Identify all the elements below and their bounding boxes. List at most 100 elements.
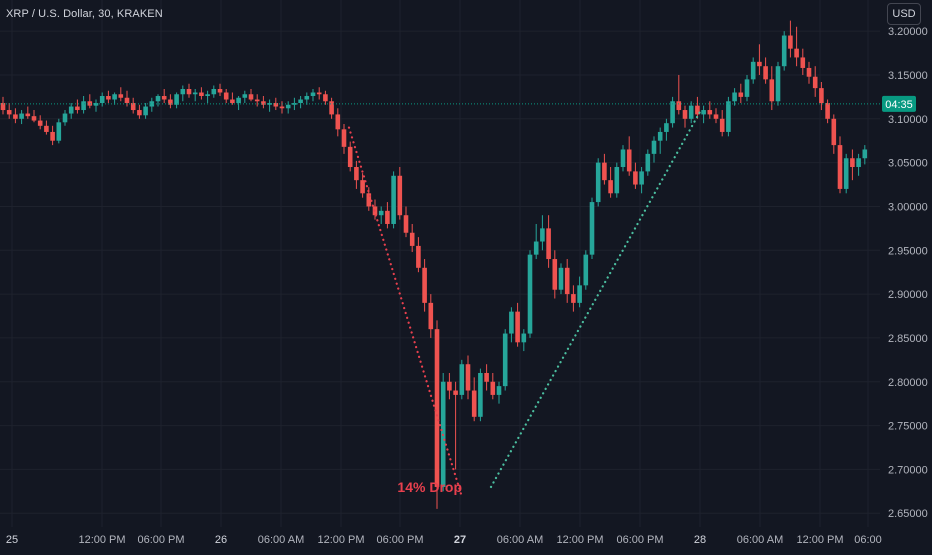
candle-body (676, 101, 682, 111)
candle-body (422, 267, 427, 303)
candle (422, 259, 427, 312)
candle (732, 88, 737, 106)
candle (490, 372, 496, 400)
y-tick-label: 3.15000 (888, 70, 928, 82)
candle-body (862, 149, 868, 159)
x-tick-label: 12:00 PM (78, 534, 125, 546)
candle (602, 153, 607, 185)
x-tick-label: 26 (215, 534, 227, 546)
candle (657, 127, 663, 154)
candle (769, 66, 775, 111)
x-tick-label: 06:00 AM (737, 534, 783, 546)
candle (589, 197, 595, 260)
candle (211, 85, 217, 98)
candle-body (781, 35, 787, 67)
candle-body (657, 131, 663, 141)
price-tag-bg (882, 95, 916, 112)
candle (360, 173, 365, 198)
candle-body (732, 92, 737, 102)
candle-body (831, 118, 837, 146)
candle-body (595, 162, 601, 203)
candle-body (31, 116, 37, 121)
candle-body (118, 94, 124, 98)
candle-body (453, 390, 458, 395)
candle-body (75, 106, 80, 111)
candle-body (217, 88, 223, 93)
candle (695, 96, 700, 119)
candle (633, 162, 638, 189)
candle-body (490, 381, 496, 395)
candle (236, 96, 241, 111)
chart-title: XRP / U.S. Dollar, 30, KRAKEN (6, 8, 163, 20)
candle-body (180, 88, 186, 95)
candle-body (248, 94, 254, 100)
candle-body (186, 88, 192, 95)
candle (199, 87, 204, 100)
candle (416, 237, 421, 273)
grid (0, 0, 880, 527)
candle-body (571, 294, 576, 303)
candle-body (564, 267, 570, 295)
candle (192, 88, 198, 102)
candle (391, 171, 396, 229)
candle (819, 81, 824, 111)
candle-body (285, 104, 291, 109)
candle-body (750, 61, 756, 80)
candle-body (769, 79, 775, 102)
candle (87, 94, 93, 109)
current-price-tag: 04:35 (882, 95, 916, 112)
candle-body (726, 101, 731, 132)
candle (837, 136, 843, 194)
candle-body (639, 171, 644, 185)
candle (794, 26, 799, 67)
x-tick-label: 06:00 PM (616, 534, 663, 546)
candle-body (465, 364, 471, 391)
candle-body (149, 101, 155, 107)
currency-button[interactable]: USD (887, 3, 921, 25)
candle (515, 302, 520, 347)
candle (341, 124, 347, 154)
drop-trendline (347, 126, 463, 496)
candle (335, 108, 341, 137)
candle (664, 118, 669, 141)
candle (62, 110, 68, 126)
candle-body (323, 94, 328, 102)
candle-body (68, 106, 74, 114)
candle (174, 92, 179, 109)
candle-body (800, 57, 806, 68)
candle (781, 31, 787, 71)
candle-body (806, 67, 812, 77)
candle-body (335, 114, 341, 130)
candle-body (515, 311, 520, 343)
candle (788, 20, 793, 58)
candle-body (682, 110, 688, 119)
candle (502, 329, 508, 391)
candle-body (267, 103, 272, 105)
candle (676, 74, 682, 115)
candle (180, 85, 186, 102)
candle-body (143, 106, 148, 116)
candle-body (825, 103, 830, 119)
candle-body (688, 105, 694, 119)
candle (372, 199, 378, 220)
candle (707, 101, 713, 119)
y-tick-label: 2.95000 (888, 245, 928, 257)
candle (397, 167, 403, 220)
candle-body (87, 101, 93, 106)
trend-annotations: 14% Drop (0, 103, 880, 496)
candle-body (192, 92, 198, 95)
candle (564, 259, 570, 303)
candle (217, 83, 223, 97)
candle (533, 223, 539, 260)
candle-body (242, 94, 248, 98)
candle-body (161, 96, 167, 100)
candle (688, 101, 694, 124)
candle-body (843, 158, 849, 189)
candle (13, 108, 18, 124)
candle-body (713, 114, 719, 119)
candle-body (496, 386, 502, 395)
candle (285, 101, 291, 114)
candle (242, 90, 248, 104)
